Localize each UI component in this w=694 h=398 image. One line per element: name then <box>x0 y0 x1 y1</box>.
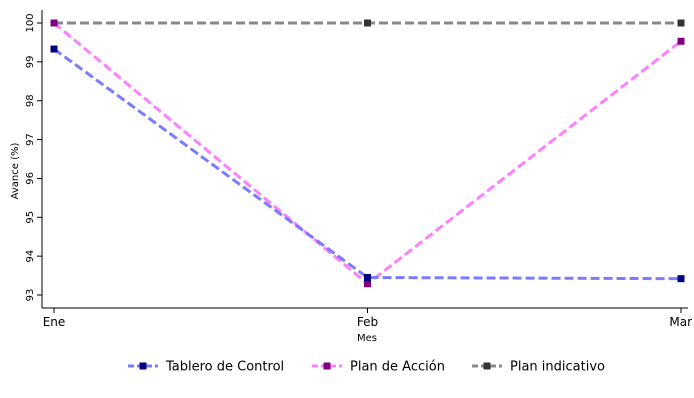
data-point-marker <box>50 19 58 27</box>
data-point-marker <box>677 37 685 45</box>
x-axis-title: Mes <box>357 333 377 344</box>
data-point-marker <box>677 275 685 283</box>
data-point-marker <box>50 45 58 53</box>
y-tick-label: 95 <box>25 211 36 224</box>
legend-label: Plan indicativo <box>510 360 605 375</box>
y-axis-title: Avance (%) <box>10 143 21 200</box>
y-tick-label: 100 <box>25 13 36 32</box>
legend-marker <box>139 362 147 370</box>
plot-area: 93 94 95 96 97 98 99 100 Ene Feb Mar <box>25 10 692 329</box>
data-point-marker <box>364 274 371 282</box>
series-markers <box>50 19 685 288</box>
data-point-marker <box>677 19 685 27</box>
data-point-marker <box>364 280 371 288</box>
legend-marker <box>323 362 331 370</box>
x-tick-label: Mar <box>669 315 692 329</box>
legend-label: Plan de Acción <box>350 360 445 375</box>
y-tick-label: 99 <box>25 55 36 68</box>
y-tick-label: 97 <box>25 133 36 146</box>
x-tick-label: Feb <box>357 315 378 329</box>
y-tick-label: 94 <box>25 250 36 263</box>
x-ticks: Ene Feb Mar <box>43 308 692 329</box>
legend: Tablero de Control Plan de Acción Plan ind… <box>128 360 605 375</box>
legend-label: Tablero de Control <box>165 360 284 375</box>
legend-marker <box>483 362 491 370</box>
y-tick-label: 93 <box>25 289 36 302</box>
data-point-marker <box>364 19 371 27</box>
x-tick-label: Ene <box>43 315 66 329</box>
y-ticks: 93 94 95 96 97 98 99 100 <box>25 13 42 301</box>
y-tick-label: 96 <box>25 172 36 185</box>
y-tick-label: 98 <box>25 94 36 107</box>
